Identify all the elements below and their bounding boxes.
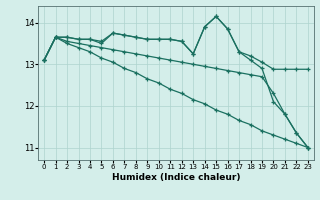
- X-axis label: Humidex (Indice chaleur): Humidex (Indice chaleur): [112, 173, 240, 182]
